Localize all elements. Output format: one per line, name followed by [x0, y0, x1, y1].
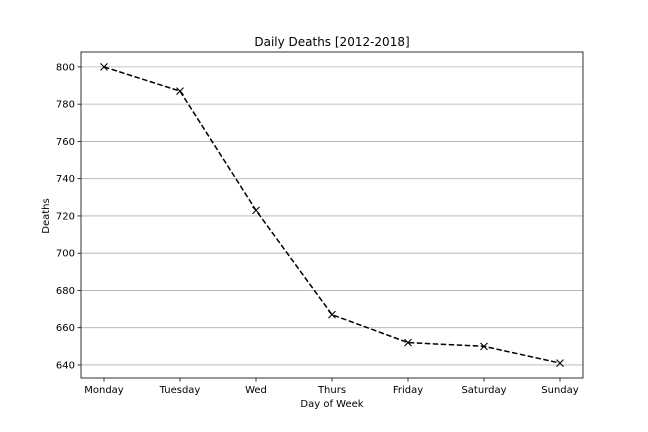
x-tick-label: Sunday	[541, 385, 578, 396]
data-point-marker	[100, 63, 108, 71]
x-tick-label: Tuesday	[159, 385, 201, 396]
y-tick-label: 640	[56, 360, 75, 371]
y-axis-ticks: 640 660 680 700 720 740 760 780 800	[56, 62, 81, 371]
data-point-marker	[328, 310, 336, 319]
y-tick-label: 660	[56, 323, 75, 334]
series-layer	[100, 63, 564, 367]
x-tick-label: Friday	[393, 385, 423, 396]
y-tick-label: 800	[56, 62, 75, 73]
y-tick-label: 760	[56, 137, 75, 148]
x-tick-label: Saturday	[461, 385, 506, 396]
y-tick-label: 780	[56, 100, 75, 111]
y-tick-label: 740	[56, 174, 75, 185]
data-point-marker	[404, 338, 412, 347]
y-axis-label: Deaths	[41, 198, 52, 233]
x-axis-label: Day of Week	[300, 399, 363, 410]
y-tick-label: 700	[56, 249, 75, 260]
series-line	[103, 66, 561, 364]
x-axis-ticks: Monday Tuesday Wed Thurs Friday Saturday Sunda…	[84, 378, 579, 396]
data-point-marker	[252, 206, 260, 215]
chart-title: Daily Deaths [2012-2018]	[254, 35, 409, 49]
x-tick-label: Monday	[84, 385, 124, 396]
data-point-marker	[176, 87, 184, 96]
grid-lines	[81, 66, 583, 366]
x-tick-label: Thurs	[317, 385, 346, 396]
y-tick-label: 680	[56, 286, 75, 297]
data-point-marker	[480, 342, 488, 351]
y-tick-label: 720	[56, 211, 75, 222]
data-point-marker	[556, 359, 564, 367]
x-tick-label: Wed	[245, 385, 267, 396]
plot-frame	[80, 51, 584, 379]
